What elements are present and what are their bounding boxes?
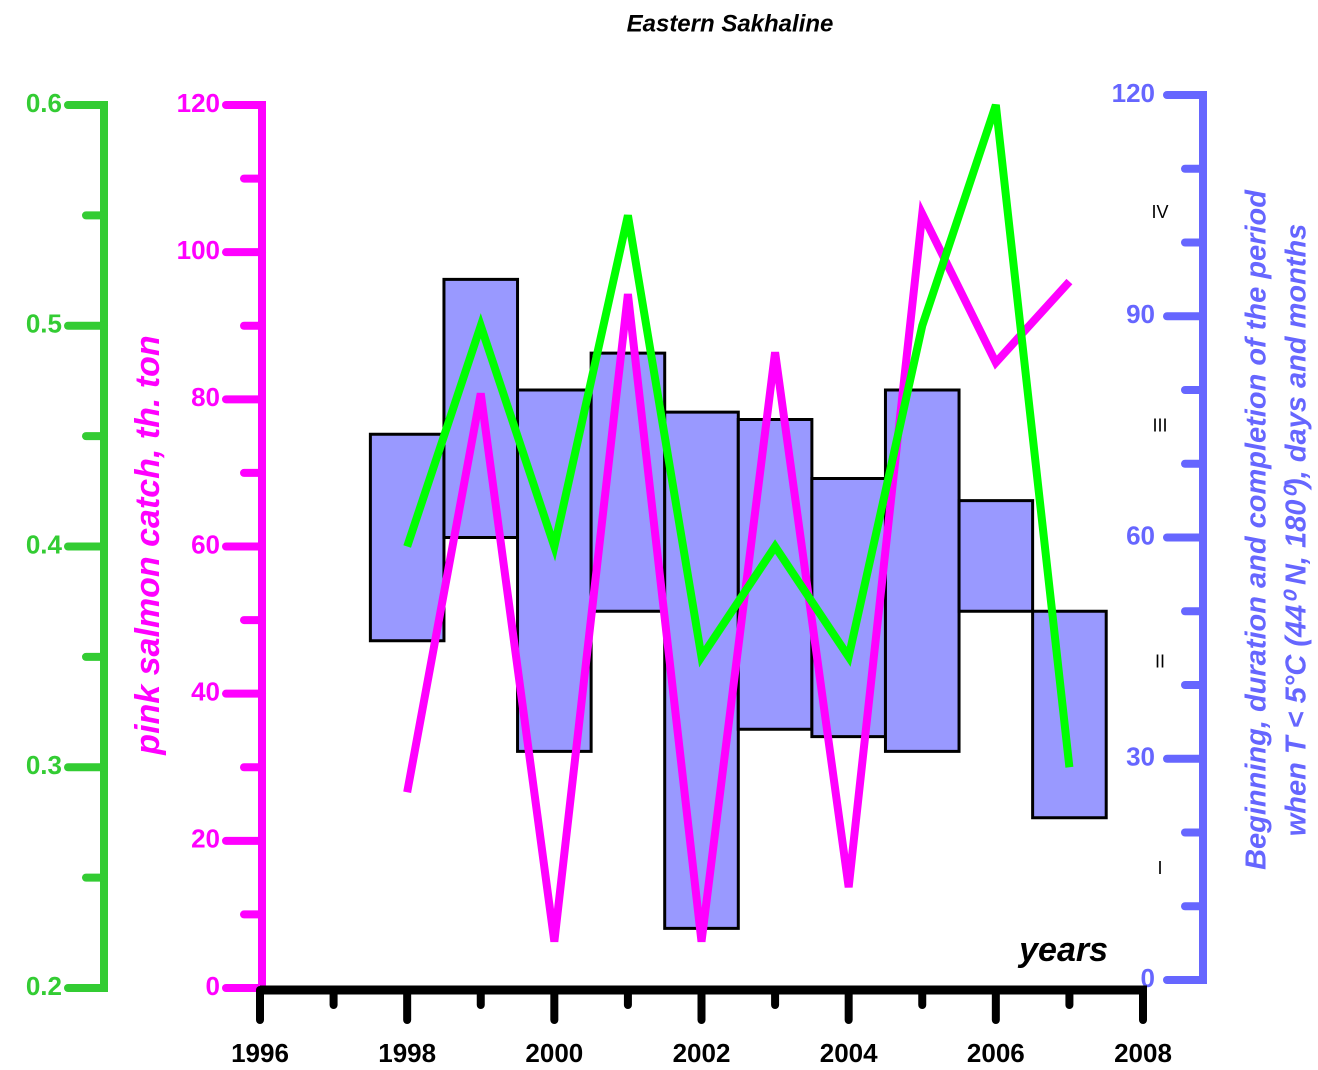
month-label: II [1155, 652, 1165, 672]
range-bar [957, 499, 1035, 613]
y2-tick-label: 0.2 [26, 971, 62, 1001]
month-label: I [1157, 858, 1162, 878]
x-tick-label: 2004 [820, 1038, 878, 1068]
y-tick-label: 60 [191, 529, 220, 559]
x-tick-label: 2006 [967, 1038, 1025, 1068]
range-bar [1031, 609, 1108, 820]
range-bar [736, 418, 814, 731]
y3-tick-label: 120 [1112, 78, 1155, 108]
x-tick-label: 2008 [1114, 1038, 1172, 1068]
month-label: IV [1151, 202, 1168, 222]
y2-tick-label: 0.4 [26, 529, 63, 559]
month-label: III [1152, 416, 1167, 436]
line-series [403, 103, 1074, 768]
x-axis-label: years [1017, 931, 1108, 969]
y-axis-label: pink salmon catch, th. ton [129, 335, 167, 755]
y-tick-label: 80 [191, 382, 220, 412]
y2-tick-label: 0.3 [26, 750, 62, 780]
y-tick-label: 100 [177, 235, 220, 265]
y-tick-label: 40 [191, 677, 220, 707]
x-tick-label: 1996 [231, 1038, 289, 1068]
y2-tick-label: 0.5 [26, 309, 62, 339]
y-tick-label: 120 [177, 88, 220, 118]
y3-tick-label: 0 [1141, 963, 1155, 993]
y3-tick-label: 30 [1126, 742, 1155, 772]
x-tick-label: 2002 [673, 1038, 731, 1068]
y2-tick-label: 0.6 [26, 88, 62, 118]
y3-tick-label: 90 [1126, 299, 1155, 329]
chart-title: Eastern Sakhaline [627, 10, 834, 37]
y3-axis-label: Beginning, duration and completion of th… [1241, 189, 1273, 870]
y-tick-label: 20 [191, 824, 220, 854]
y3-tick-label: 60 [1126, 520, 1155, 550]
x-tick-label: 1998 [378, 1038, 436, 1068]
y3-axis-label: when T < 5°C (44⁰ N, 180⁰), days and mon… [1281, 224, 1313, 837]
y-tick-label: 0 [206, 971, 220, 1001]
line-series [403, 199, 1073, 943]
x-tick-label: 2000 [525, 1038, 583, 1068]
